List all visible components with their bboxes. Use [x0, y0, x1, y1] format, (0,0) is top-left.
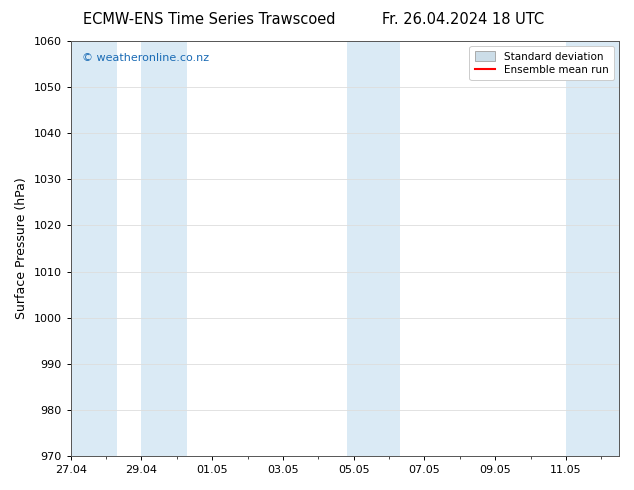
Text: ECMW-ENS Time Series Trawscoed: ECMW-ENS Time Series Trawscoed	[83, 12, 335, 27]
Bar	[566, 41, 619, 456]
Y-axis label: Surface Pressure (hPa): Surface Pressure (hPa)	[15, 178, 28, 319]
Text: Fr. 26.04.2024 18 UTC: Fr. 26.04.2024 18 UTC	[382, 12, 544, 27]
Bar	[71, 41, 117, 456]
Text: © weatheronline.co.nz: © weatheronline.co.nz	[82, 53, 209, 64]
Bar	[141, 41, 188, 456]
Legend: Standard deviation, Ensemble mean run: Standard deviation, Ensemble mean run	[469, 46, 614, 80]
Bar	[347, 41, 399, 456]
